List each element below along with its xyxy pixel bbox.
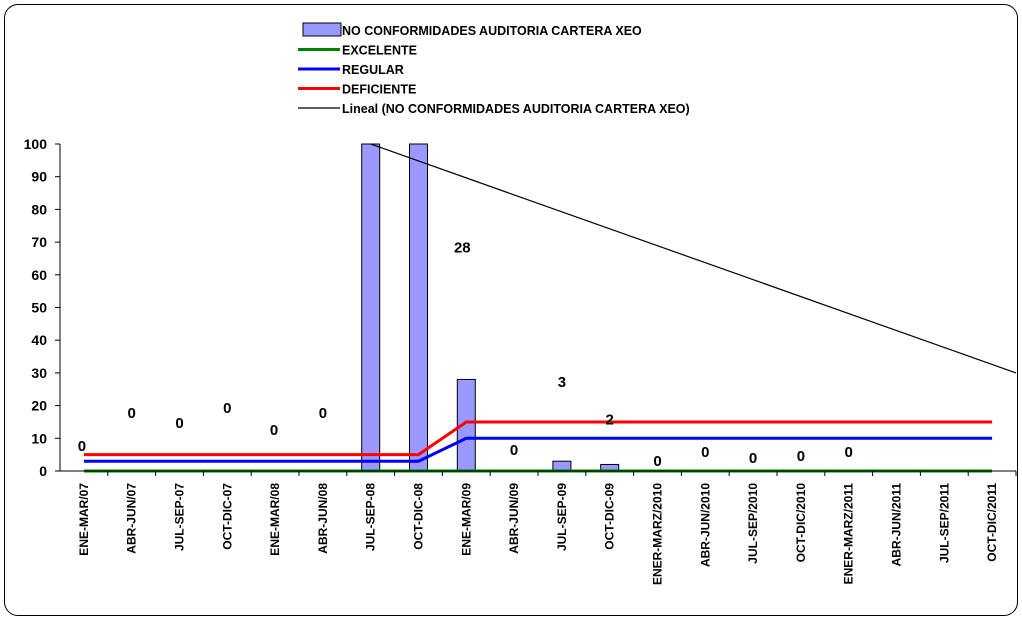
y-tick-label: 90 [31,169,47,185]
data-label-2: 0 [175,415,183,432]
y-tick-label: 70 [31,234,47,250]
y-tick-label: 30 [31,365,47,381]
data-label-12: 0 [653,453,661,470]
x-tick-label: OCT-DIC/2011 [985,483,999,562]
x-tick-label: ABR-JUN/2010 [698,483,712,567]
x-tick-label: JUL-SEP-07 [173,483,187,551]
data-label-16: 0 [845,444,853,461]
data-label-3: 0 [223,400,231,417]
data-label-10: 3 [558,374,566,391]
legend-item-2-label: REGULAR [342,63,404,77]
x-tick-label: ENER-MARZ/2010 [651,483,665,585]
data-label-1: 0 [128,405,136,422]
x-tick-label: ABR-JUN/07 [125,483,139,554]
y-tick-label: 60 [31,267,47,283]
y-tick-label: 0 [39,463,47,479]
x-tick-label: ENE-MAR/07 [77,483,91,556]
line-regular [83,436,993,463]
x-tick-label: OCT-DIC-07 [220,483,234,550]
x-tick-label: JUL-SEP-08 [364,483,378,551]
y-tick-label: 80 [31,201,47,217]
y-tick-label: 40 [31,332,47,348]
x-tick-label: JUL-SEP-09 [555,483,569,551]
legend-item-1-label: EXCELENTE [342,44,417,58]
y-tick-label: 20 [31,398,47,414]
x-tick-label: OCT-DIC/2010 [794,483,808,563]
legend-item-0-swatch [302,22,342,37]
bar-7 [409,143,428,472]
x-tick-label: ENER-MARZ/2011 [842,483,856,585]
chart-frame: 0 10 20 30 40 50 60 70 80 90 100 ENE-MAR/07 ABR-JUN/… [4,4,1018,616]
x-tick-label: OCT-DIC-09 [603,483,617,550]
data-label-5: 0 [319,405,327,422]
data-label-9: 0 [510,442,518,459]
legend-item-3-label: DEFICIENTE [342,83,416,97]
data-label-0: 0 [78,438,86,455]
x-tick-label: JUL-SEP/2011 [937,483,951,563]
data-label-13: 0 [701,444,709,461]
data-label-11: 2 [606,411,614,428]
y-tick-label: 50 [31,300,47,316]
x-tick-label: ABR-JUN/08 [316,483,330,554]
line-deficiente [83,420,993,457]
bar-6 [361,143,381,472]
y-tick-label: 10 [31,430,47,446]
x-tick-label: ABR-JUN/09 [507,483,521,554]
x-tick-label: ENE-MAR/09 [459,483,473,556]
data-label-15: 0 [797,448,805,465]
y-tick-label: 100 [24,136,48,152]
legend-item-0-label: NO CONFORMIDADES AUDITORIA CARTERA XEO [342,24,642,38]
data-label-14: 0 [749,450,757,467]
x-tick-label: OCT-DIC-08 [412,483,426,550]
data-label-8: 28 [454,239,471,256]
x-tick-label: ABR-JUN/2011 [890,483,904,567]
x-tick-label: ENE-MAR/08 [268,483,282,556]
trendline [370,143,1017,374]
data-label-4: 0 [270,422,278,439]
x-tick-label: JUL-SEP/2010 [746,483,760,564]
legend-item-4-label: Lineal (NO CONFORMIDADES AUDITORIA CARTE… [342,102,690,116]
